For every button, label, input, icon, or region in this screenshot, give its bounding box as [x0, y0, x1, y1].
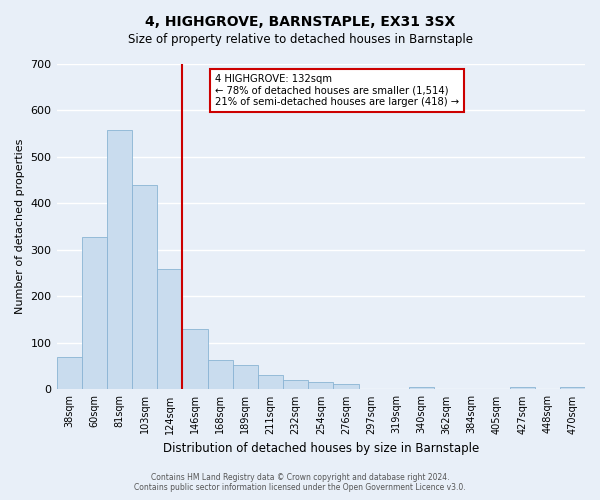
Bar — [560, 387, 585, 390]
X-axis label: Distribution of detached houses by size in Barnstaple: Distribution of detached houses by size … — [163, 442, 479, 455]
Bar — [233, 366, 258, 390]
Bar — [409, 387, 434, 390]
Bar — [157, 270, 182, 390]
Bar — [82, 237, 107, 390]
Bar — [182, 329, 208, 390]
Bar — [208, 360, 233, 390]
Bar — [509, 386, 535, 390]
Bar — [132, 185, 157, 390]
Text: Size of property relative to detached houses in Barnstaple: Size of property relative to detached ho… — [128, 32, 473, 46]
Bar — [308, 382, 334, 390]
Bar — [107, 130, 132, 390]
Text: 4 HIGHGROVE: 132sqm
← 78% of detached houses are smaller (1,514)
21% of semi-det: 4 HIGHGROVE: 132sqm ← 78% of detached ho… — [215, 74, 459, 107]
Text: 4, HIGHGROVE, BARNSTAPLE, EX31 3SX: 4, HIGHGROVE, BARNSTAPLE, EX31 3SX — [145, 15, 455, 29]
Bar — [258, 376, 283, 390]
Bar — [56, 357, 82, 390]
Bar — [334, 384, 359, 390]
Bar — [283, 380, 308, 390]
Y-axis label: Number of detached properties: Number of detached properties — [15, 139, 25, 314]
Text: Contains HM Land Registry data © Crown copyright and database right 2024.
Contai: Contains HM Land Registry data © Crown c… — [134, 473, 466, 492]
